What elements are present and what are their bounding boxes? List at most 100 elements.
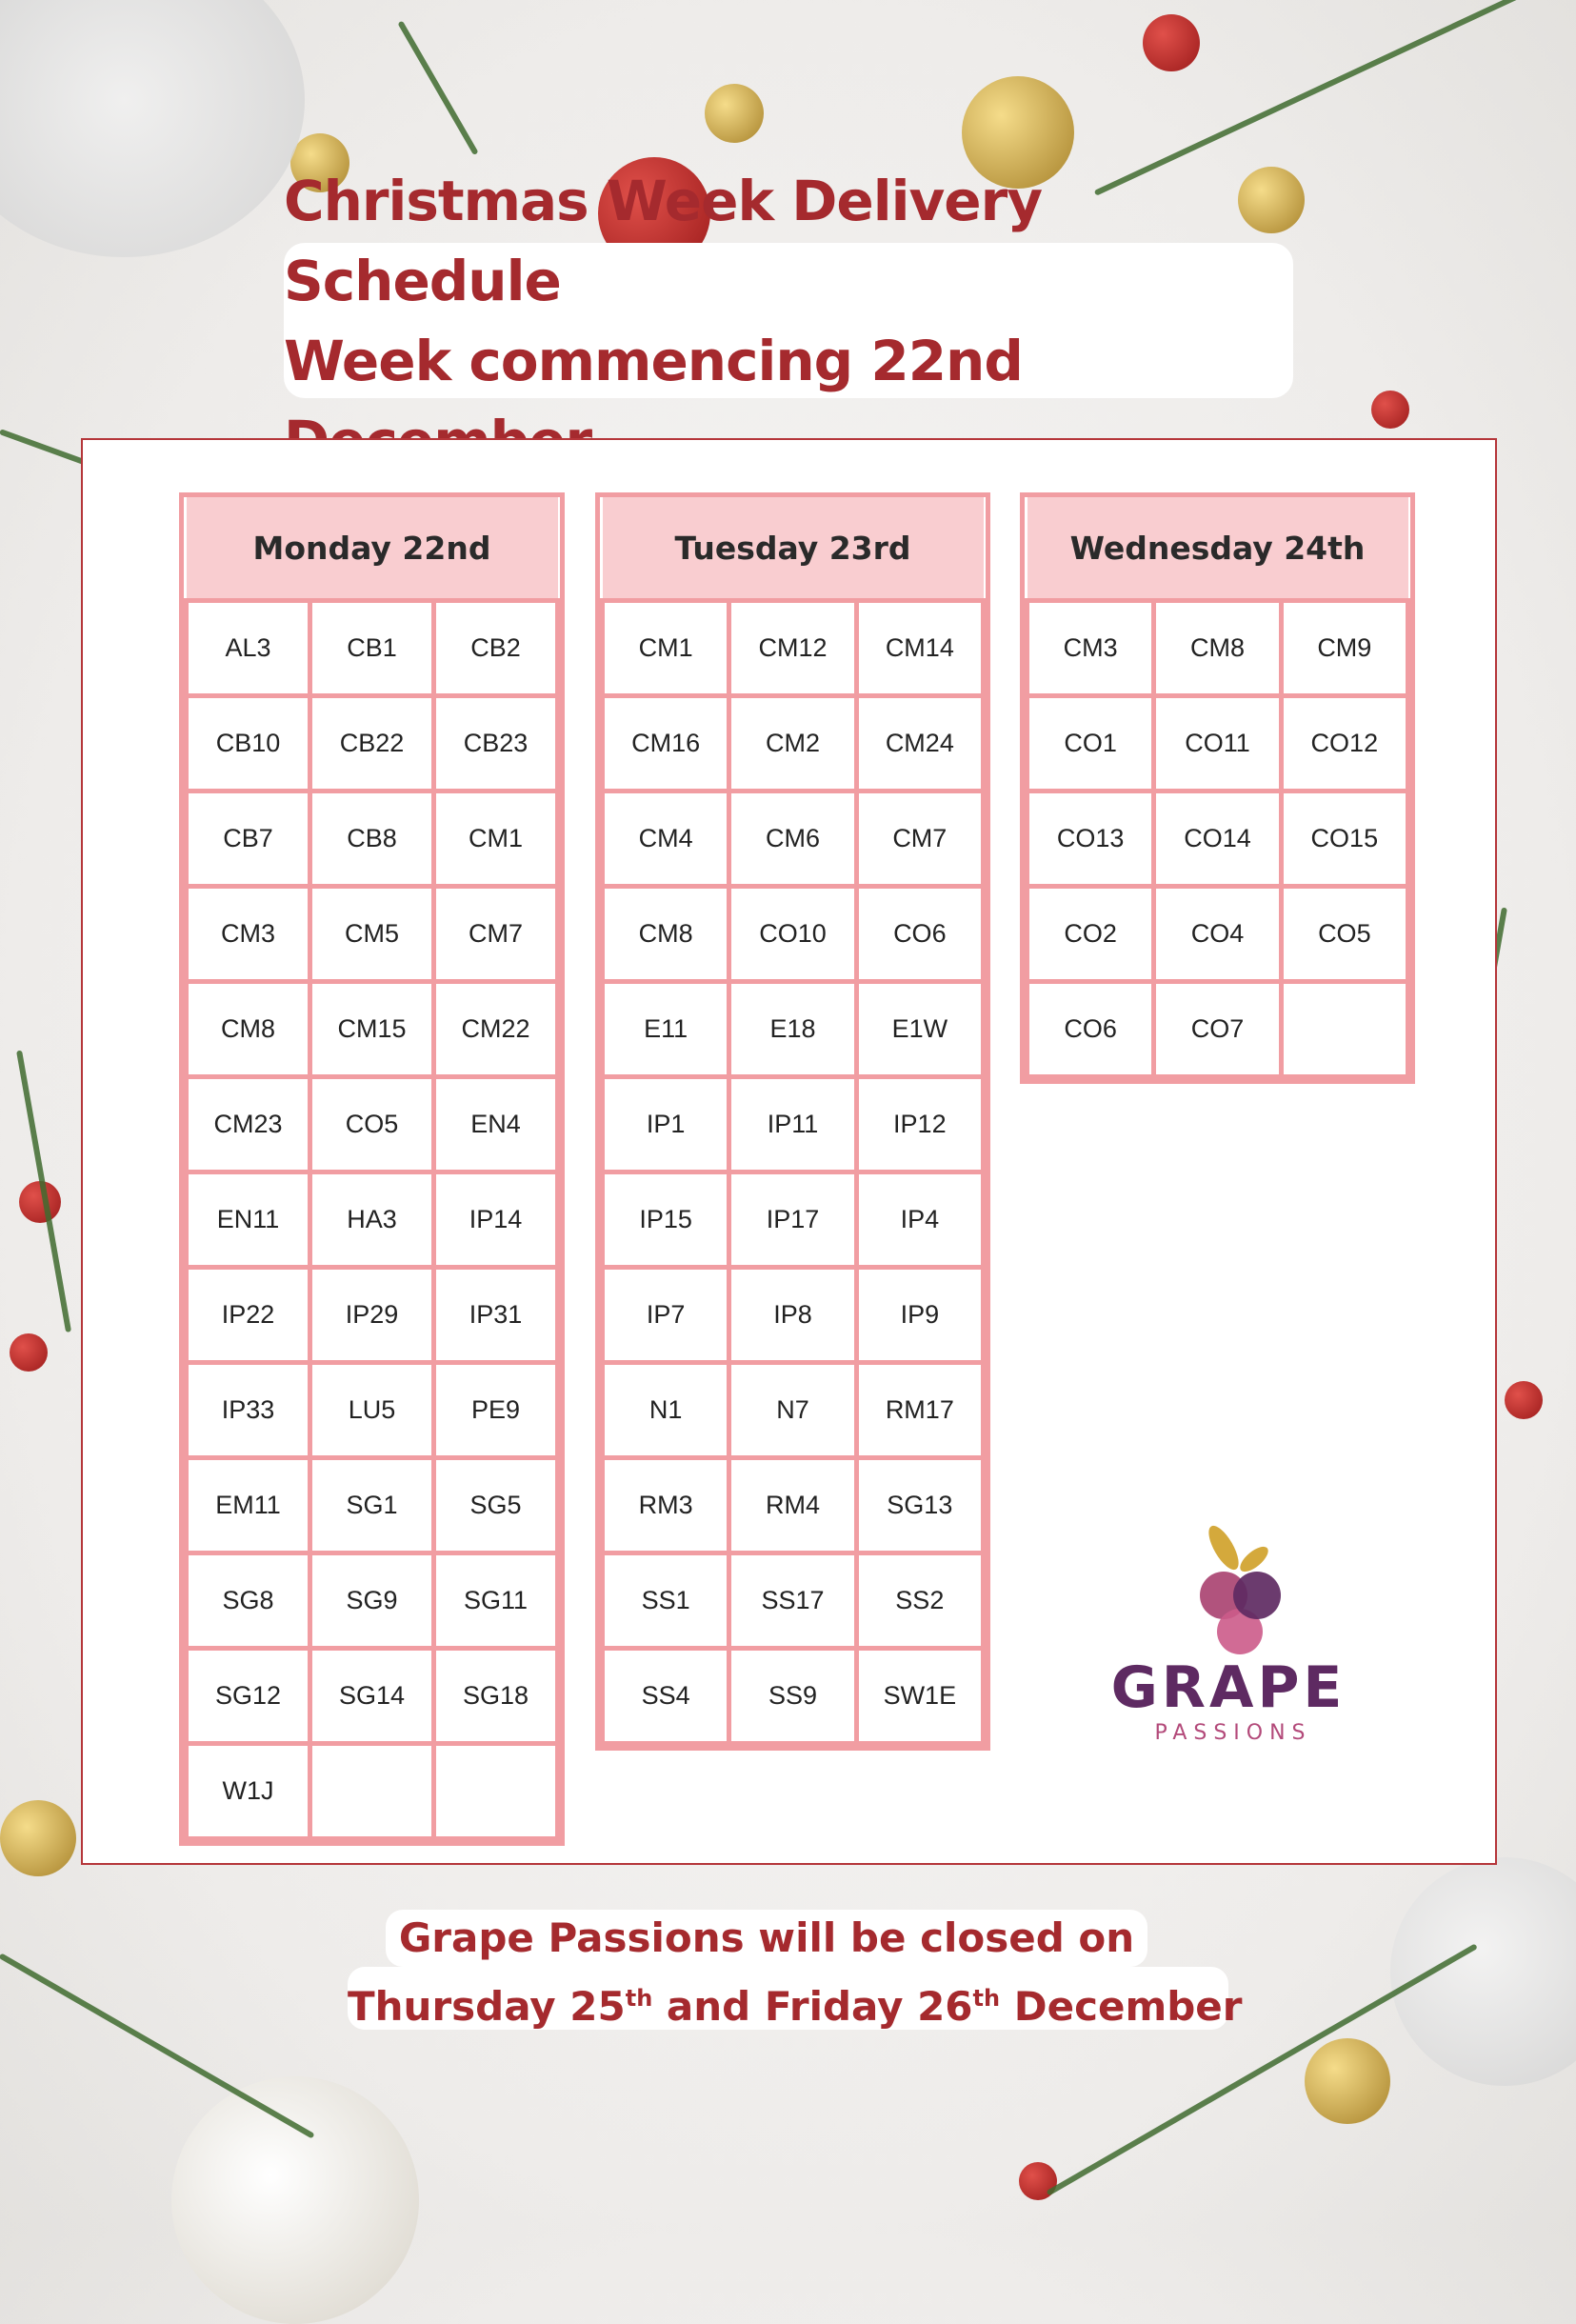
postcode-cell: CO12 <box>1278 693 1411 793</box>
table-row: CM8 CO10 CO6 <box>599 884 987 984</box>
postcode-cell: RM3 <box>599 1455 732 1555</box>
postcode-cell: IP29 <box>308 1265 436 1365</box>
table-row: N1 N7 RM17 <box>599 1360 987 1460</box>
postcode-cell: CM12 <box>727 598 859 698</box>
ornament-gold <box>1305 2038 1390 2124</box>
schedule-monday: Monday 22nd AL3 CB1 CB2 CB10 CB22 CB23 CB7 CB8 CM… <box>179 492 565 1846</box>
ornament-gold <box>705 84 764 143</box>
postcode-cell: SG13 <box>853 1455 987 1555</box>
postcode-cell: RM17 <box>853 1360 987 1460</box>
postcode-cell: IP17 <box>727 1170 859 1270</box>
postcode-cell: E11 <box>599 979 732 1079</box>
table-row: CO2 CO4 CO5 <box>1024 884 1411 984</box>
postcode-cell: W1J <box>184 1741 312 1841</box>
postcode-cell: CO4 <box>1151 884 1284 984</box>
closure-friday: and Friday 26 <box>652 1983 973 2030</box>
table-row: IP1 IP11 IP12 <box>599 1074 987 1174</box>
postcode-cell <box>308 1741 436 1841</box>
postcode-cell: SS4 <box>599 1646 732 1746</box>
ornament-red <box>1143 14 1200 71</box>
postcode-cell: CO5 <box>308 1074 436 1174</box>
postcode-cell: IP9 <box>853 1265 987 1365</box>
postcode-cell: EM11 <box>184 1455 312 1555</box>
postcode-cell: CM3 <box>184 884 312 984</box>
postcode-cell: CO14 <box>1151 789 1284 889</box>
ornament-red <box>1371 391 1409 429</box>
table-row: CM23 CO5 EN4 <box>184 1074 560 1174</box>
postcode-cell: CB1 <box>308 598 436 698</box>
postcode-cell: CB7 <box>184 789 312 889</box>
table-row: CM1 CM12 CM14 <box>599 598 987 698</box>
table-row: EN11 HA3 IP14 <box>184 1170 560 1270</box>
title-banner: Christmas Week Delivery Schedule Week co… <box>284 169 1293 473</box>
postcode-cell: CM22 <box>431 979 560 1079</box>
postcode-cell: CM1 <box>431 789 560 889</box>
schedule-tuesday: Tuesday 23rd CM1 CM12 CM14 CM16 CM2 CM24 CM4 CM6… <box>595 492 990 1751</box>
table-row: IP15 IP17 IP4 <box>599 1170 987 1270</box>
postcode-cell: CO11 <box>1151 693 1284 793</box>
table-row: CB10 CB22 CB23 <box>184 693 560 793</box>
postcode-cell: IP14 <box>431 1170 560 1270</box>
table-row: CO6 CO7 <box>1024 979 1411 1079</box>
ordinal-suffix: th <box>625 1985 653 2012</box>
day-header: Monday 22nd <box>186 497 558 603</box>
postcode-cell: CM1 <box>599 598 732 698</box>
postcode-cell: LU5 <box>308 1360 436 1460</box>
postcode-cell: CO1 <box>1024 693 1157 793</box>
table-row: IP22 IP29 IP31 <box>184 1265 560 1365</box>
postcode-cell: CB10 <box>184 693 312 793</box>
closure-notice-line2: Thursday 25th and Friday 26th December <box>348 1967 1242 2030</box>
postcode-cell: CO5 <box>1278 884 1411 984</box>
postcode-cell: CM16 <box>599 693 732 793</box>
postcode-cell: CO2 <box>1024 884 1157 984</box>
postcode-cell: IP1 <box>599 1074 732 1174</box>
postcode-cell: SG9 <box>308 1551 436 1651</box>
page-title: Christmas Week Delivery Schedule <box>284 168 1043 313</box>
table-row: W1J <box>184 1741 560 1841</box>
postcode-cell: CB8 <box>308 789 436 889</box>
postcode-cell: CM8 <box>184 979 312 1079</box>
postcode-cell: E1W <box>853 979 987 1079</box>
postcode-cell: CM23 <box>184 1074 312 1174</box>
postcode-cell: CM9 <box>1278 598 1411 698</box>
postcode-cell: CM14 <box>853 598 987 698</box>
table-row: IP7 IP8 IP9 <box>599 1265 987 1365</box>
postcode-cell <box>1278 979 1411 1079</box>
postcode-cell <box>431 1741 560 1841</box>
postcode-cell: SS2 <box>853 1551 987 1651</box>
table-row: CO1 CO11 CO12 <box>1024 693 1411 793</box>
postcode-cell: SS17 <box>727 1551 859 1651</box>
table-row: AL3 CB1 CB2 <box>184 598 560 698</box>
postcode-cell: CM24 <box>853 693 987 793</box>
postcode-cell: IP11 <box>727 1074 859 1174</box>
table-row: SG8 SG9 SG11 <box>184 1551 560 1651</box>
postcode-cell: SG8 <box>184 1551 312 1651</box>
postcode-cell: IP31 <box>431 1265 560 1365</box>
postcode-cell: IP33 <box>184 1360 312 1460</box>
table-row: CM3 CM8 CM9 <box>1024 598 1411 698</box>
postcode-cell: CO6 <box>853 884 987 984</box>
postcode-cell: CO13 <box>1024 789 1157 889</box>
pine-branch <box>397 20 479 156</box>
closure-text: Grape Passions will be closed on <box>398 1914 1135 1961</box>
postcode-cell: IP12 <box>853 1074 987 1174</box>
postcode-cell: SG18 <box>431 1646 560 1746</box>
postcode-cell: HA3 <box>308 1170 436 1270</box>
table-row: CB7 CB8 CM1 <box>184 789 560 889</box>
postcode-cell: EN11 <box>184 1170 312 1270</box>
ornament-silver <box>1390 1857 1576 2086</box>
schedule-wednesday: Wednesday 24th CM3 CM8 CM9 CO1 CO11 CO12 CO13 CO… <box>1020 492 1415 1084</box>
closure-thursday: Thursday 25 <box>348 1983 626 2030</box>
ornament-gold <box>1238 167 1305 233</box>
table-row: EM11 SG1 SG5 <box>184 1455 560 1555</box>
table-row: SS1 SS17 SS2 <box>599 1551 987 1651</box>
postcode-cell: CO15 <box>1278 789 1411 889</box>
postcode-cell: N1 <box>599 1360 732 1460</box>
postcode-cell: IP22 <box>184 1265 312 1365</box>
postcode-cell: CO7 <box>1151 979 1284 1079</box>
table-row: CM3 CM5 CM7 <box>184 884 560 984</box>
postcode-cell: CM3 <box>1024 598 1157 698</box>
postcode-cell: CM8 <box>599 884 732 984</box>
ornament-red <box>10 1333 48 1372</box>
pine-branch <box>0 1953 315 2139</box>
